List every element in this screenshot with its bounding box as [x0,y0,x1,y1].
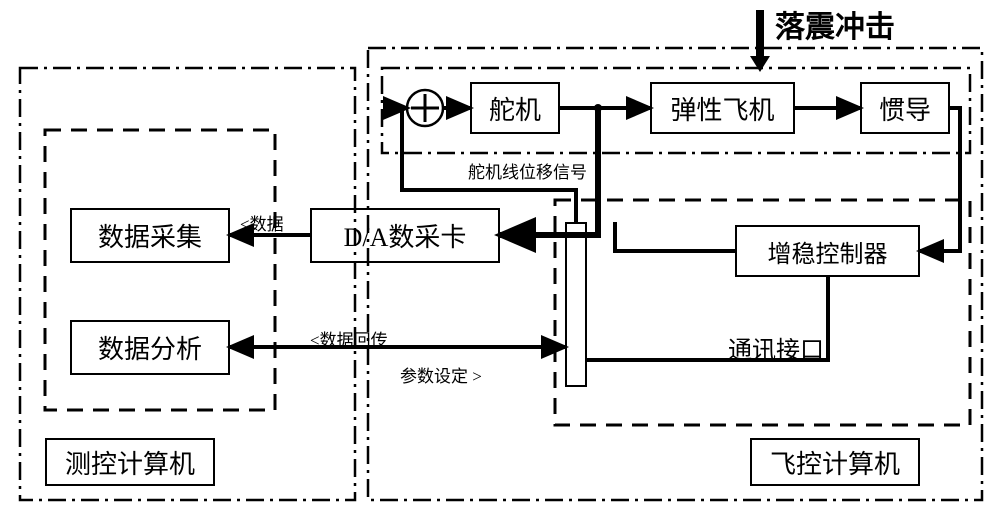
label-measure-computer: 测控计算机 [45,438,215,486]
label-data: <数据 [240,210,284,235]
box-data-acquisition-label: 数据采集 [98,217,202,254]
box-servo-label: 舵机 [489,90,541,127]
box-stabilizer: 增稳控制器 [735,225,920,277]
box-da-card: D/A数采卡 [310,208,500,263]
box-ins-label: 惯导 [879,90,931,127]
label-servo-displacement: 舵机线位移信号 [468,158,587,183]
box-elastic-aircraft-label: 弹性飞机 [670,90,774,127]
box-stabilizer-label: 增稳控制器 [768,234,888,269]
label-measure-computer-text: 测控计算机 [65,444,195,481]
box-servo: 舵机 [470,82,560,134]
label-flight-computer: 飞控计算机 [750,438,920,486]
box-data-analysis: 数据分析 [70,320,230,375]
label-param-set: 参数设定 > [400,362,482,387]
box-data-acquisition: 数据采集 [70,208,230,263]
comm-port [565,222,587,387]
label-data-back: <数据回传 [310,326,388,351]
box-data-analysis-label: 数据分析 [98,329,202,366]
box-da-card-label: D/A数采卡 [344,217,467,254]
comm-port-label: 通讯接口 [728,330,824,365]
impact-title: 落震冲击 [775,2,895,46]
label-flight-computer-text: 飞控计算机 [770,444,900,481]
box-elastic-aircraft: 弹性飞机 [650,82,795,134]
box-ins: 惯导 [860,82,950,134]
